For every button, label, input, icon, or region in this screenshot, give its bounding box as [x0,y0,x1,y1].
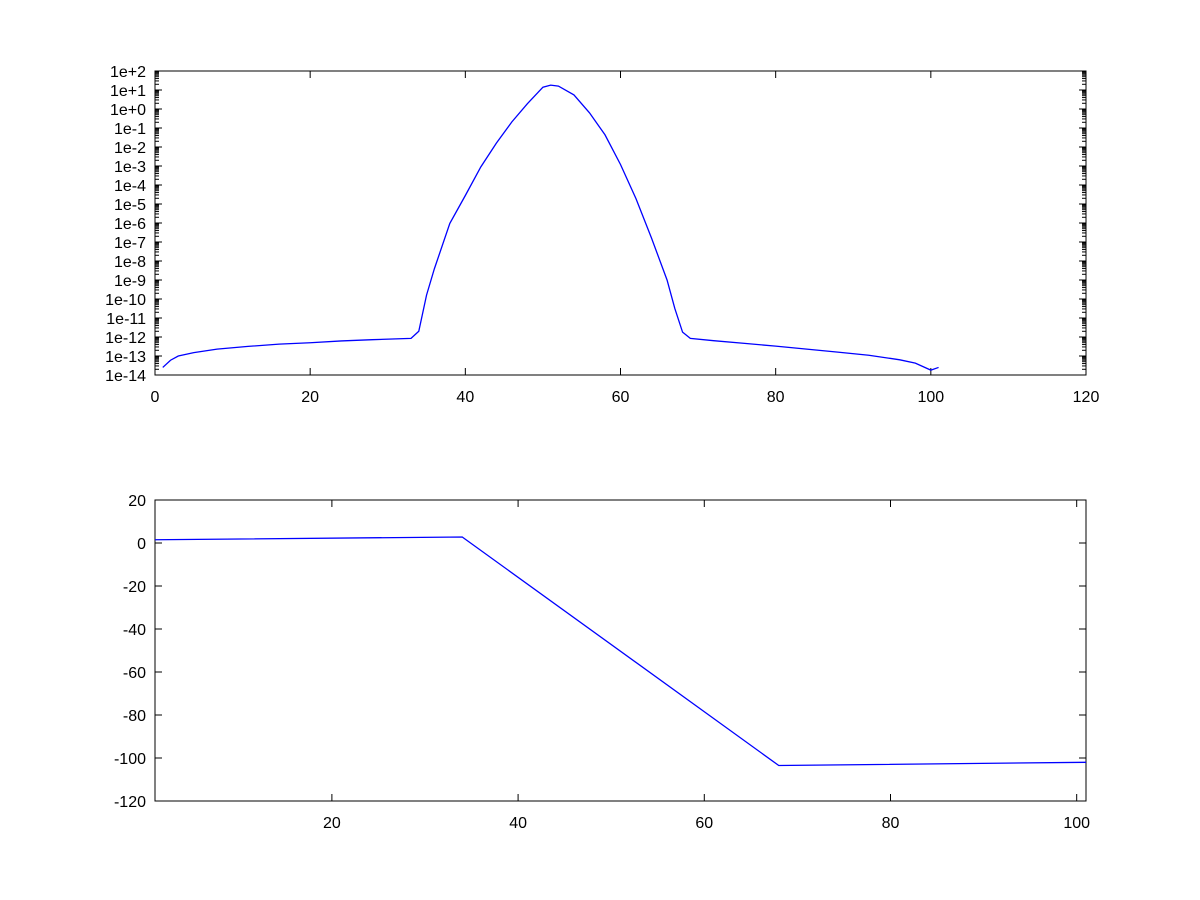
top-log-line-chart: 0 20 40 60 80 100 120 1e+2 1e+1 1e+0 1e-1 1e-2 1e-3 1… [105,64,1099,406]
bottom-y-tick-label: 0 [137,536,146,553]
top-x-tick-label: 20 [301,389,319,406]
top-x-tick-label: 0 [151,389,160,406]
bottom-y-tick-label: -20 [123,579,146,596]
top-y-tick-label: 1e-11 [106,311,146,328]
bottom-y-tick-label: -80 [123,708,146,725]
top-y-tick-label: 1e-14 [105,368,146,385]
bottom-y-tick-label: -100 [114,751,146,768]
bottom-x-tick-label: 40 [509,815,527,832]
top-x-tick-label: 40 [456,389,474,406]
top-x-tick-label: 100 [917,389,944,406]
top-axes-frame [154,70,1087,376]
top-x-tick-label: 80 [767,389,785,406]
top-y-tick-label: 1e-4 [114,178,146,195]
top-y-tick-label: 1e-7 [114,235,146,252]
bottom-series-line [154,536,1087,767]
bottom-y-tick-label: -120 [114,794,146,811]
top-y-tick-label: 1e-9 [114,273,146,290]
bottom-axes-frame [154,499,1087,802]
top-x-tick-label: 60 [612,389,630,406]
top-y-tick-label: 1e-5 [114,197,146,214]
bottom-x-tick-label: 80 [882,815,900,832]
bottom-y-tick-label: 20 [128,493,146,510]
top-y-tick-label: 1e-10 [105,292,146,309]
top-y-tick-label: 1e-1 [114,121,146,138]
top-y-tick-label: 1e-13 [105,349,146,366]
top-y-tick-label: 1e+2 [110,64,146,81]
top-y-tick-label: 1e-12 [105,330,146,347]
top-y-tick-label: 1e-3 [114,159,146,176]
bottom-x-tick-label: 20 [323,815,341,832]
top-y-tick-label: 1e+1 [110,83,146,100]
top-series-line [162,84,939,371]
top-y-tick-label: 1e+0 [110,102,146,119]
bottom-y-tick-label: -60 [123,665,146,682]
top-y-tick-label: 1e-6 [114,216,146,233]
bottom-x-tick-label: 60 [695,815,713,832]
top-y-tick-label: 1e-8 [114,254,146,271]
bottom-y-tick-label: -40 [123,622,146,639]
bottom-x-tick-label: 100 [1063,815,1090,832]
top-y-tick-label: 1e-2 [114,140,146,157]
top-x-tick-label: 120 [1073,389,1100,406]
bottom-linear-line-chart: 20 40 60 80 100 20 0 -20 -40 -60 -80 -100 -120 [114,493,1090,832]
